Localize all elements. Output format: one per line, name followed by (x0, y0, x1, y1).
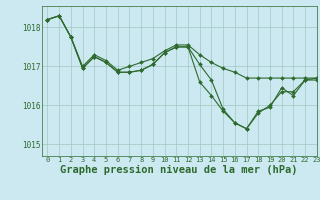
X-axis label: Graphe pression niveau de la mer (hPa): Graphe pression niveau de la mer (hPa) (60, 165, 298, 175)
